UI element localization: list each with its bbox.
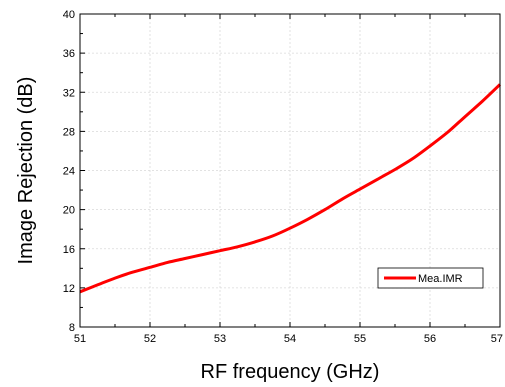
x-tick-label: 56 xyxy=(424,333,436,345)
x-tick-labels: 51 52 53 54 55 56 57 xyxy=(74,333,503,345)
series-line-mea-imr xyxy=(79,83,502,294)
y-tick-label: 12 xyxy=(63,283,75,295)
x-tick-label: 55 xyxy=(354,333,366,345)
y-tick-label: 20 xyxy=(63,205,75,217)
plot-area-frame xyxy=(79,13,501,328)
x-axis-title: RF frequency (GHz) xyxy=(201,361,380,383)
y-tick-label: 28 xyxy=(63,126,75,138)
legend-box xyxy=(377,267,484,289)
legend: Mea.IMR xyxy=(377,267,484,289)
y-tick-label: 8 xyxy=(69,322,75,334)
y-tick-label: 16 xyxy=(63,244,75,256)
x-tick-label: 57 xyxy=(491,333,503,345)
x-tick-label: 53 xyxy=(214,333,226,345)
legend-label-mea-imr: Mea.IMR xyxy=(418,273,463,285)
y-tick-label: 24 xyxy=(63,166,75,178)
grid-lines xyxy=(80,14,500,327)
y-tick-label: 32 xyxy=(63,87,75,99)
y-tick-label: 36 xyxy=(63,48,75,60)
y-axis-title: Image Rejection (dB) xyxy=(15,77,37,265)
x-tick-label: 52 xyxy=(144,333,156,345)
y-tick-label: 40 xyxy=(63,9,75,21)
x-tick-label: 51 xyxy=(74,333,86,345)
series-layer xyxy=(79,83,502,294)
y-tick-labels: 8 12 16 20 24 28 32 36 40 xyxy=(63,9,75,334)
x-tick-label: 54 xyxy=(284,333,296,345)
